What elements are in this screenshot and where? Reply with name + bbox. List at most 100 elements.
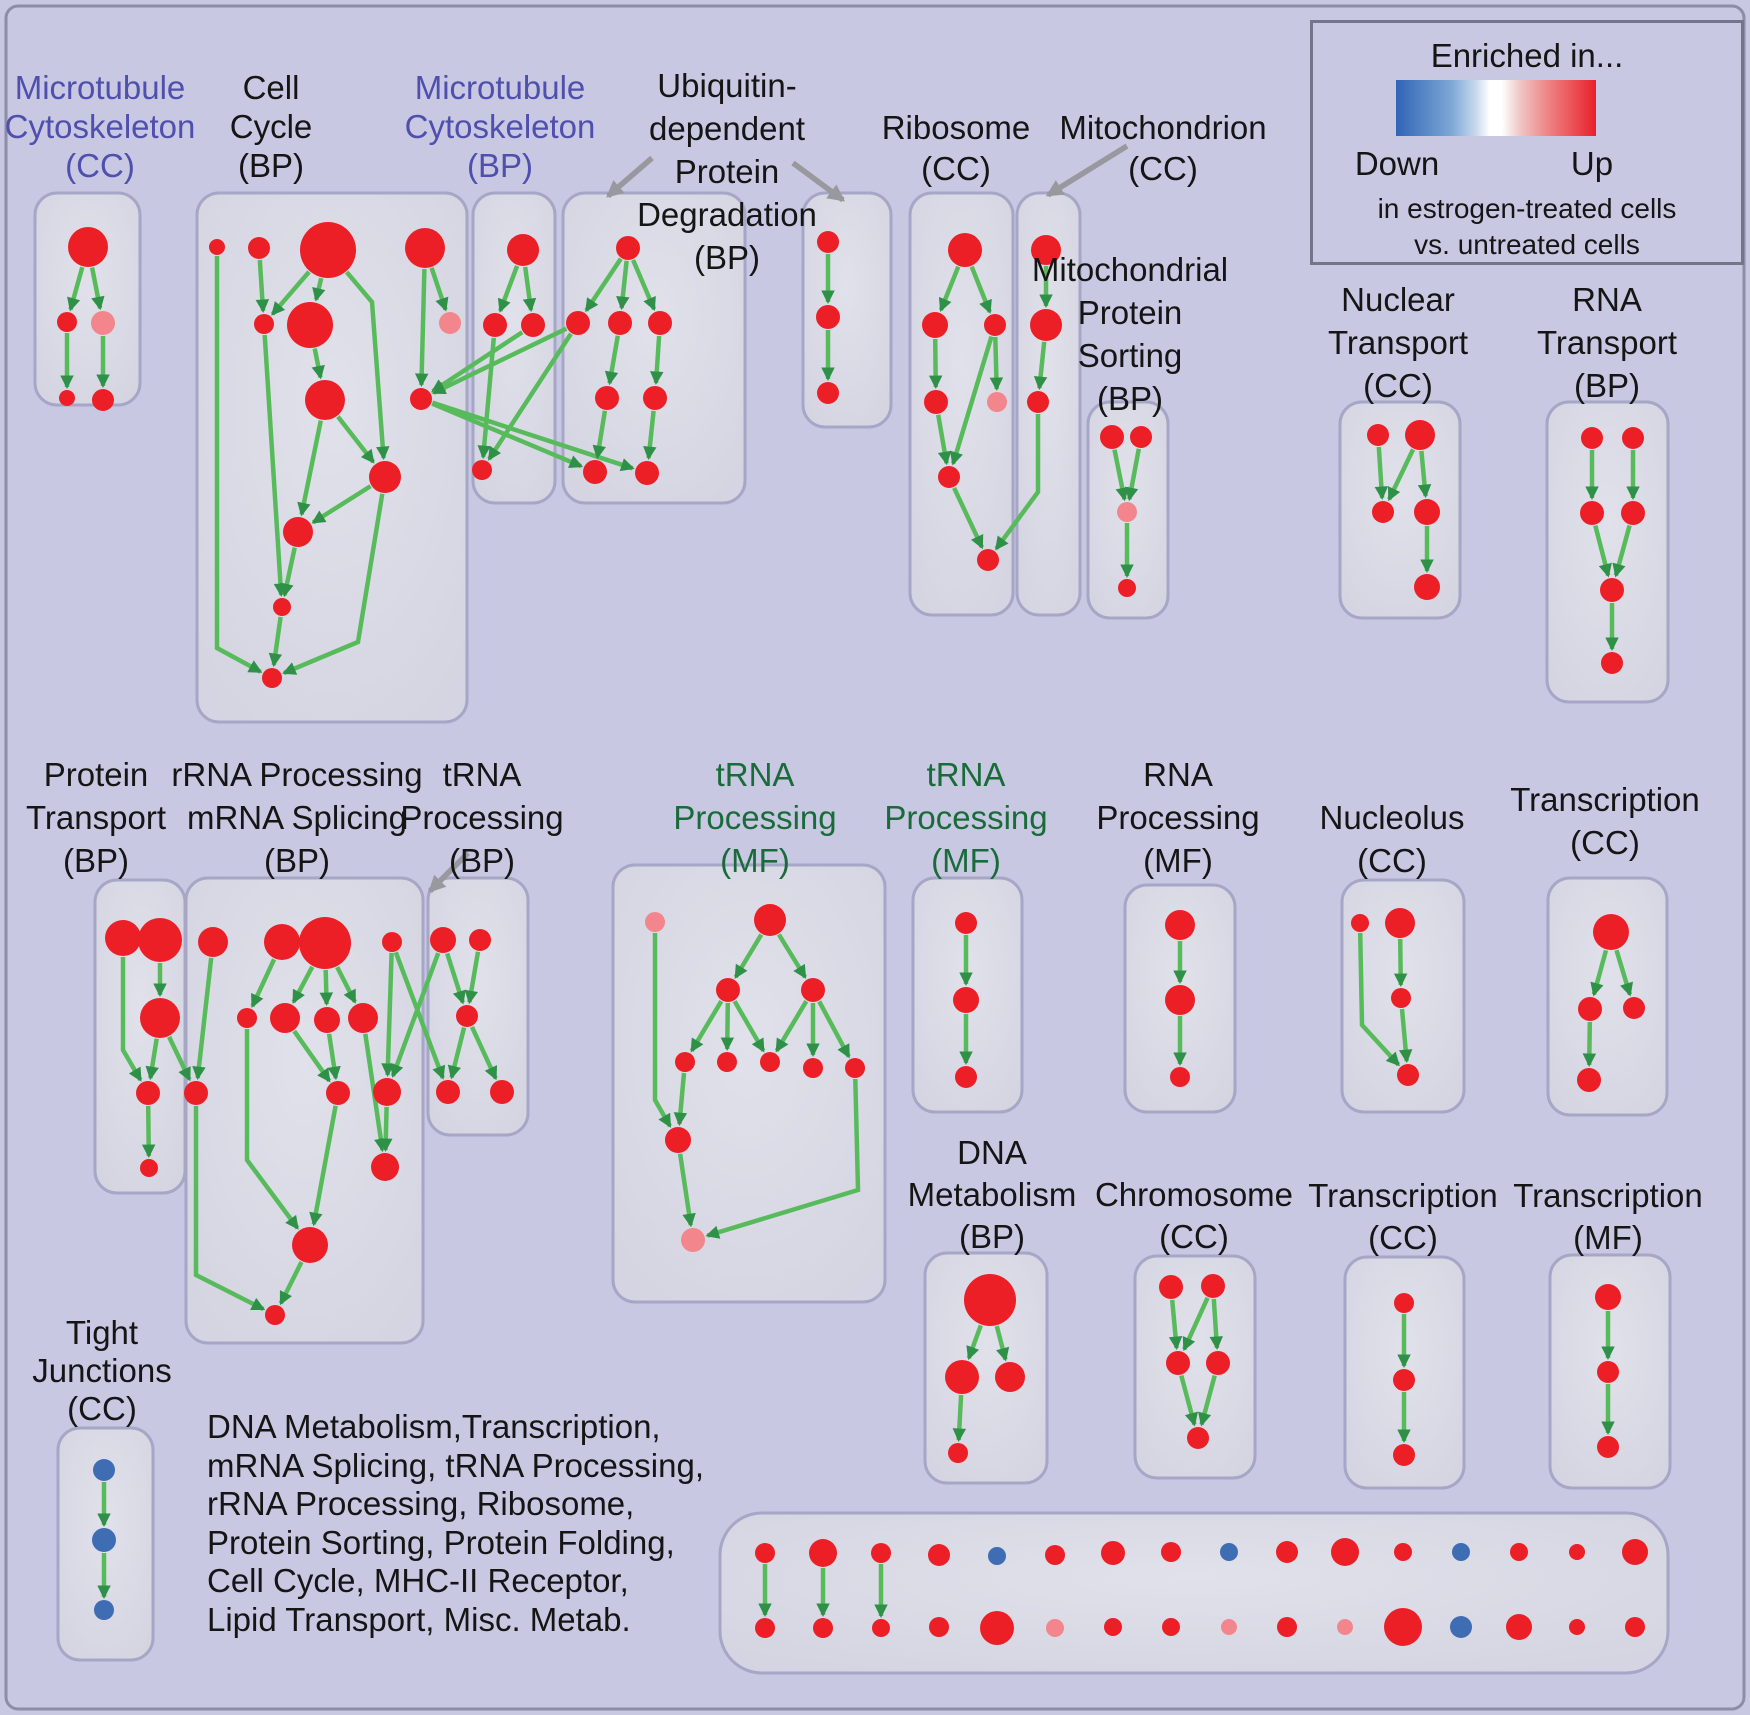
node-d3 — [521, 313, 545, 337]
edge-h2-h3 — [1033, 341, 1048, 391]
node-l3 — [140, 998, 180, 1038]
edge-j2-j3 — [1387, 448, 1416, 502]
edge-a1-a2 — [67, 266, 85, 312]
edge-v2-v4 — [1209, 1298, 1223, 1351]
group-box-nuctrans — [1338, 400, 1462, 620]
node-h2 — [1030, 309, 1062, 341]
edge-o3-o7 — [732, 1000, 766, 1053]
node-z12t — [1394, 1543, 1412, 1561]
node-b12 — [273, 598, 291, 616]
node-j5 — [1414, 574, 1440, 600]
node-s4 — [1577, 1068, 1601, 1092]
edge-o4-o7 — [774, 1000, 809, 1053]
edge-b5-b12 — [262, 334, 288, 598]
edge-t3-m4 — [319, 969, 334, 1007]
node-l4 — [136, 1081, 160, 1105]
cluster-note-text: DNA Metabolism,Transcription, mRNA Splic… — [207, 1408, 704, 1640]
node-m1 — [184, 1081, 208, 1105]
edge-r2-r3 — [1393, 938, 1408, 988]
node-j2 — [1405, 420, 1435, 450]
node-g5 — [987, 392, 1007, 412]
node-i4 — [1118, 579, 1136, 597]
group-box-mtbp — [471, 191, 557, 505]
node-y2 — [92, 1528, 116, 1552]
node-v5 — [1187, 1427, 1209, 1449]
node-b5 — [254, 314, 274, 334]
node-j4 — [1414, 499, 1440, 525]
node-m3 — [270, 1003, 300, 1033]
edge-g3-g6 — [949, 335, 994, 466]
edge-a1-a3 — [89, 267, 105, 311]
node-z1t — [755, 1543, 775, 1563]
edge-e2-b9 — [431, 326, 568, 395]
node-z14t — [1510, 1543, 1528, 1561]
node-y1 — [93, 1459, 115, 1481]
node-z15b — [1569, 1619, 1585, 1635]
node-z14b — [1506, 1614, 1532, 1640]
node-u2 — [945, 1360, 979, 1394]
node-k5 — [1600, 578, 1624, 602]
edge-j2-j4 — [1417, 450, 1432, 499]
node-z6b — [1046, 1619, 1064, 1637]
edge-m3-m6 — [292, 1029, 332, 1083]
node-e2 — [566, 311, 590, 335]
edge-m6-lo2 — [309, 1105, 338, 1227]
node-m4 — [314, 1007, 340, 1033]
edge-b3-b6 — [312, 277, 326, 302]
legend-title: Enriched in... — [1430, 37, 1624, 74]
node-z2b — [813, 1618, 833, 1638]
node-r2 — [1385, 908, 1415, 938]
node-b13 — [262, 668, 282, 688]
node-m2 — [237, 1008, 257, 1028]
edge-o2-o3 — [733, 933, 764, 979]
node-z4t — [928, 1544, 950, 1566]
edge-m1-lo3 — [193, 1106, 266, 1312]
legend-subtitle-1: in estrogen-treated cells — [1377, 193, 1677, 224]
node-l5 — [140, 1159, 158, 1177]
node-u1 — [964, 1274, 1016, 1326]
node-q3 — [1170, 1067, 1190, 1087]
edge-o5-oa — [673, 1072, 688, 1127]
edge-b4-b9 — [414, 268, 429, 388]
edge-b8-b10 — [336, 415, 376, 464]
edge-t1-m1 — [192, 957, 214, 1081]
node-lo3 — [265, 1305, 285, 1325]
note-line-4: Cell Cycle, MHC-II Receptor, — [207, 1562, 629, 1600]
edge-v3-v5 — [1179, 1375, 1198, 1427]
node-r1 — [1351, 914, 1369, 932]
pointer-arrow-1 — [791, 160, 846, 203]
node-m6 — [326, 1081, 350, 1105]
pointer-arrow-3 — [428, 851, 470, 893]
edge-b12-b13 — [268, 616, 283, 668]
node-x3 — [1597, 1436, 1619, 1458]
group-box-rnatrans — [1545, 400, 1670, 704]
node-o2 — [754, 904, 786, 936]
node-a5 — [92, 389, 114, 411]
figure-frame — [4, 4, 1746, 1711]
edge-d1-d2 — [497, 265, 520, 313]
edge-b3-b10 — [344, 270, 390, 461]
note-line-2: rRNA Processing, Ribosome, — [207, 1485, 635, 1523]
edge-e2-d4 — [487, 332, 573, 461]
node-b8 — [305, 380, 345, 420]
node-z5t — [988, 1547, 1006, 1565]
node-oa — [665, 1127, 691, 1153]
edge-b3-b5 — [270, 270, 311, 316]
edge-o3-o6 — [720, 1002, 735, 1052]
edge-l3-l4 — [145, 1038, 159, 1081]
edge-g1-g2 — [938, 265, 961, 312]
edge-u1-u2 — [966, 1324, 983, 1361]
node-i3 — [1117, 502, 1137, 522]
edge-n3-n5 — [469, 1025, 498, 1081]
edge-b9-e7 — [431, 401, 584, 469]
node-f3 — [817, 382, 839, 404]
note-line-1: mRNA Splicing, tRNA Processing, — [207, 1446, 705, 1484]
node-o6 — [717, 1052, 737, 1072]
node-z4b — [929, 1617, 949, 1637]
node-p3 — [955, 1066, 977, 1088]
node-g4 — [924, 390, 948, 414]
node-r3 — [1391, 988, 1411, 1008]
edge-m2-lo2 — [244, 1029, 300, 1230]
edge-o4-o9 — [817, 1000, 851, 1059]
